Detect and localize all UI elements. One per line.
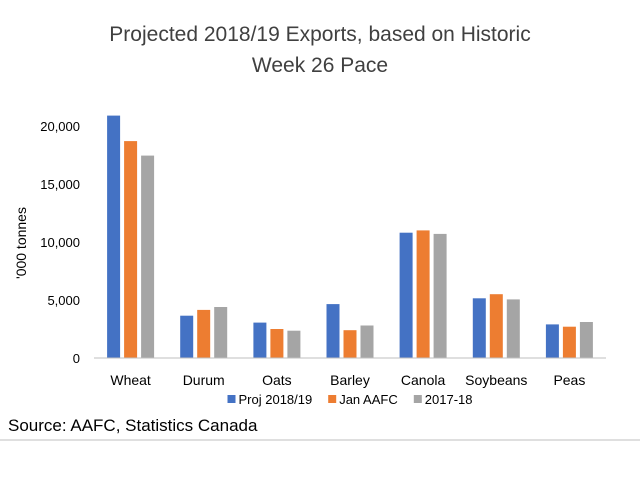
- x-category-label: Soybeans: [465, 372, 527, 388]
- y-axis-ticks: 0 5,000 10,000 15,000 20,000: [40, 119, 80, 366]
- y-tick-label: 10,000: [40, 235, 80, 250]
- bar: [197, 309, 211, 358]
- legend-swatch: [328, 395, 337, 403]
- bar: [360, 325, 374, 358]
- chart-title-line-1: Projected 2018/19 Exports, based on Hist…: [109, 23, 530, 46]
- x-category-label: Wheat: [110, 372, 151, 388]
- bar: [287, 330, 301, 358]
- x-category-label: Canola: [401, 372, 446, 388]
- bar: [489, 294, 503, 358]
- x-category-label: Barley: [330, 372, 370, 388]
- y-axis-label: '000 tonnes: [13, 207, 29, 279]
- legend-item: Proj 2018/19: [227, 392, 313, 407]
- source-note: Source: AAFC, Statistics Canada: [8, 416, 258, 435]
- x-category-label: Peas: [553, 372, 585, 388]
- bar: [433, 233, 447, 358]
- y-tick-label: 20,000: [40, 119, 80, 134]
- legend-swatch: [227, 395, 236, 403]
- bar: [399, 232, 413, 358]
- bar: [472, 298, 486, 358]
- bar: [124, 141, 138, 358]
- legend-label: Proj 2018/19: [239, 392, 313, 407]
- bar: [326, 304, 340, 358]
- y-tick-label: 0: [73, 351, 80, 366]
- bar: [270, 329, 284, 358]
- bar: [107, 115, 121, 358]
- chart-title-line-2: Week 26 Pace: [252, 54, 388, 77]
- x-category-label: Durum: [183, 372, 225, 388]
- legend-swatch: [413, 395, 422, 403]
- legend: Proj 2018/19 Jan AAFC 2017-18: [227, 392, 473, 407]
- bar: [506, 299, 520, 358]
- legend-label: 2017-18: [425, 392, 473, 407]
- bar: [562, 326, 576, 358]
- bars: [107, 115, 593, 358]
- bar: [416, 230, 430, 358]
- bar: [141, 155, 155, 358]
- legend-label: Jan AAFC: [339, 392, 398, 407]
- bar: [180, 315, 194, 358]
- legend-item: 2017-18: [413, 392, 473, 407]
- y-tick-label: 5,000: [47, 293, 80, 308]
- x-axis-categories: Wheat Durum Oats Barley Canola Soybeans Peas: [110, 372, 585, 388]
- bar: [579, 322, 593, 358]
- x-category-label: Oats: [262, 372, 292, 388]
- legend-item: Jan AAFC: [328, 392, 398, 407]
- bar: [343, 330, 357, 358]
- y-tick-label: 15,000: [40, 177, 80, 192]
- bar: [253, 322, 267, 358]
- bar: [214, 307, 228, 358]
- bar: [545, 324, 559, 358]
